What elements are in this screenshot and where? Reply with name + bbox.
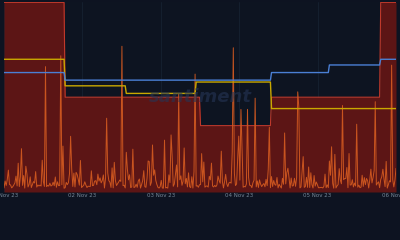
Text: santiment: santiment: [148, 88, 252, 106]
